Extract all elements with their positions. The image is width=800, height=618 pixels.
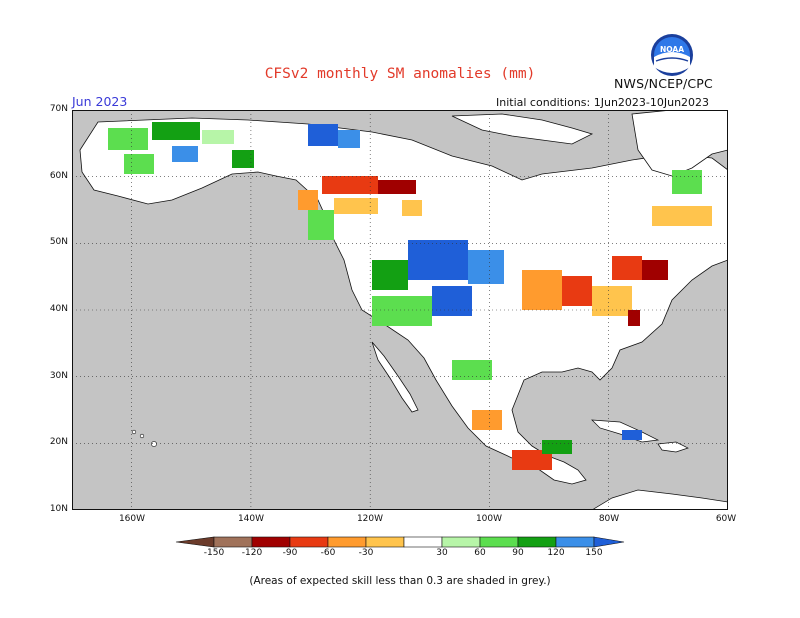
noaa-logo: NOAA (651, 34, 693, 76)
south-america-land (591, 489, 728, 510)
anomaly-cells (108, 122, 712, 470)
colorbar-tick: 30 (436, 548, 448, 558)
lon-label: 100W (475, 514, 503, 524)
svg-text:NOAA: NOAA (660, 45, 684, 54)
lon-label: 60W (715, 514, 737, 524)
lon-label: 140W (237, 514, 265, 524)
greenland-land (631, 110, 728, 177)
colorbar-tick: -60 (320, 548, 336, 558)
lon-label: 160W (118, 514, 146, 524)
lat-label: 50N (49, 237, 68, 247)
colorbar-arrow-left (175, 536, 215, 548)
colorbar-tick: -120 (241, 548, 263, 558)
lat-label: 10N (49, 504, 68, 514)
lon-label: 120W (356, 514, 384, 524)
colorbar-tick: -150 (203, 548, 225, 558)
lat-label: 70N (49, 104, 68, 114)
hispaniola-land (657, 441, 689, 453)
colorbar-tick: 90 (512, 548, 524, 558)
map-title: CFSv2 monthly SM anomalies (mm) (264, 66, 536, 82)
lat-label: 30N (49, 371, 68, 381)
colorbar-tick: 120 (547, 548, 565, 558)
lon-label: 80W (598, 514, 620, 524)
colorbar-tick: -30 (358, 548, 374, 558)
colorbar-tick: 150 (585, 548, 603, 558)
month-label: Jun 2023 (72, 94, 128, 109)
lat-label: 20N (49, 437, 68, 447)
footnote: (Areas of expected skill less than 0.3 a… (249, 575, 551, 587)
colorbar-tick: -90 (282, 548, 298, 558)
lat-label: 60N (49, 171, 68, 181)
colorbar-arrow-right (593, 536, 625, 548)
arctic-islands (451, 113, 594, 145)
colorbar-tick: 60 (474, 548, 486, 558)
lat-label: 40N (49, 304, 68, 314)
anomaly-map (72, 110, 728, 510)
initial-conditions-label: Initial conditions: 1Jun2023-10Jun2023 (496, 96, 710, 109)
org-label: NWS/NCEP/CPC (614, 76, 713, 91)
baja-land (371, 341, 419, 413)
colorbar (175, 536, 625, 548)
gridlines (72, 110, 728, 510)
